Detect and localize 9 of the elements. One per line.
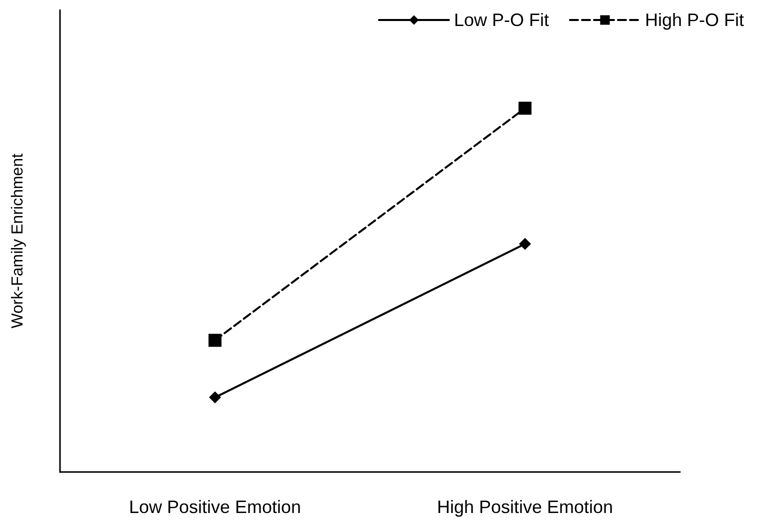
point bbox=[209, 391, 221, 404]
x-tick-label: High Positive Emotion bbox=[436, 497, 614, 517]
point bbox=[208, 334, 222, 347]
point bbox=[519, 238, 531, 250]
x-tick-label: Low Positive Emotion bbox=[128, 497, 302, 517]
y-axis-title: Work-Family Enrichment bbox=[10, 153, 26, 328]
point bbox=[518, 102, 532, 115]
legend-label: Low P-O Fit bbox=[454, 10, 549, 30]
legend-label: High P-O Fit bbox=[644, 10, 744, 30]
